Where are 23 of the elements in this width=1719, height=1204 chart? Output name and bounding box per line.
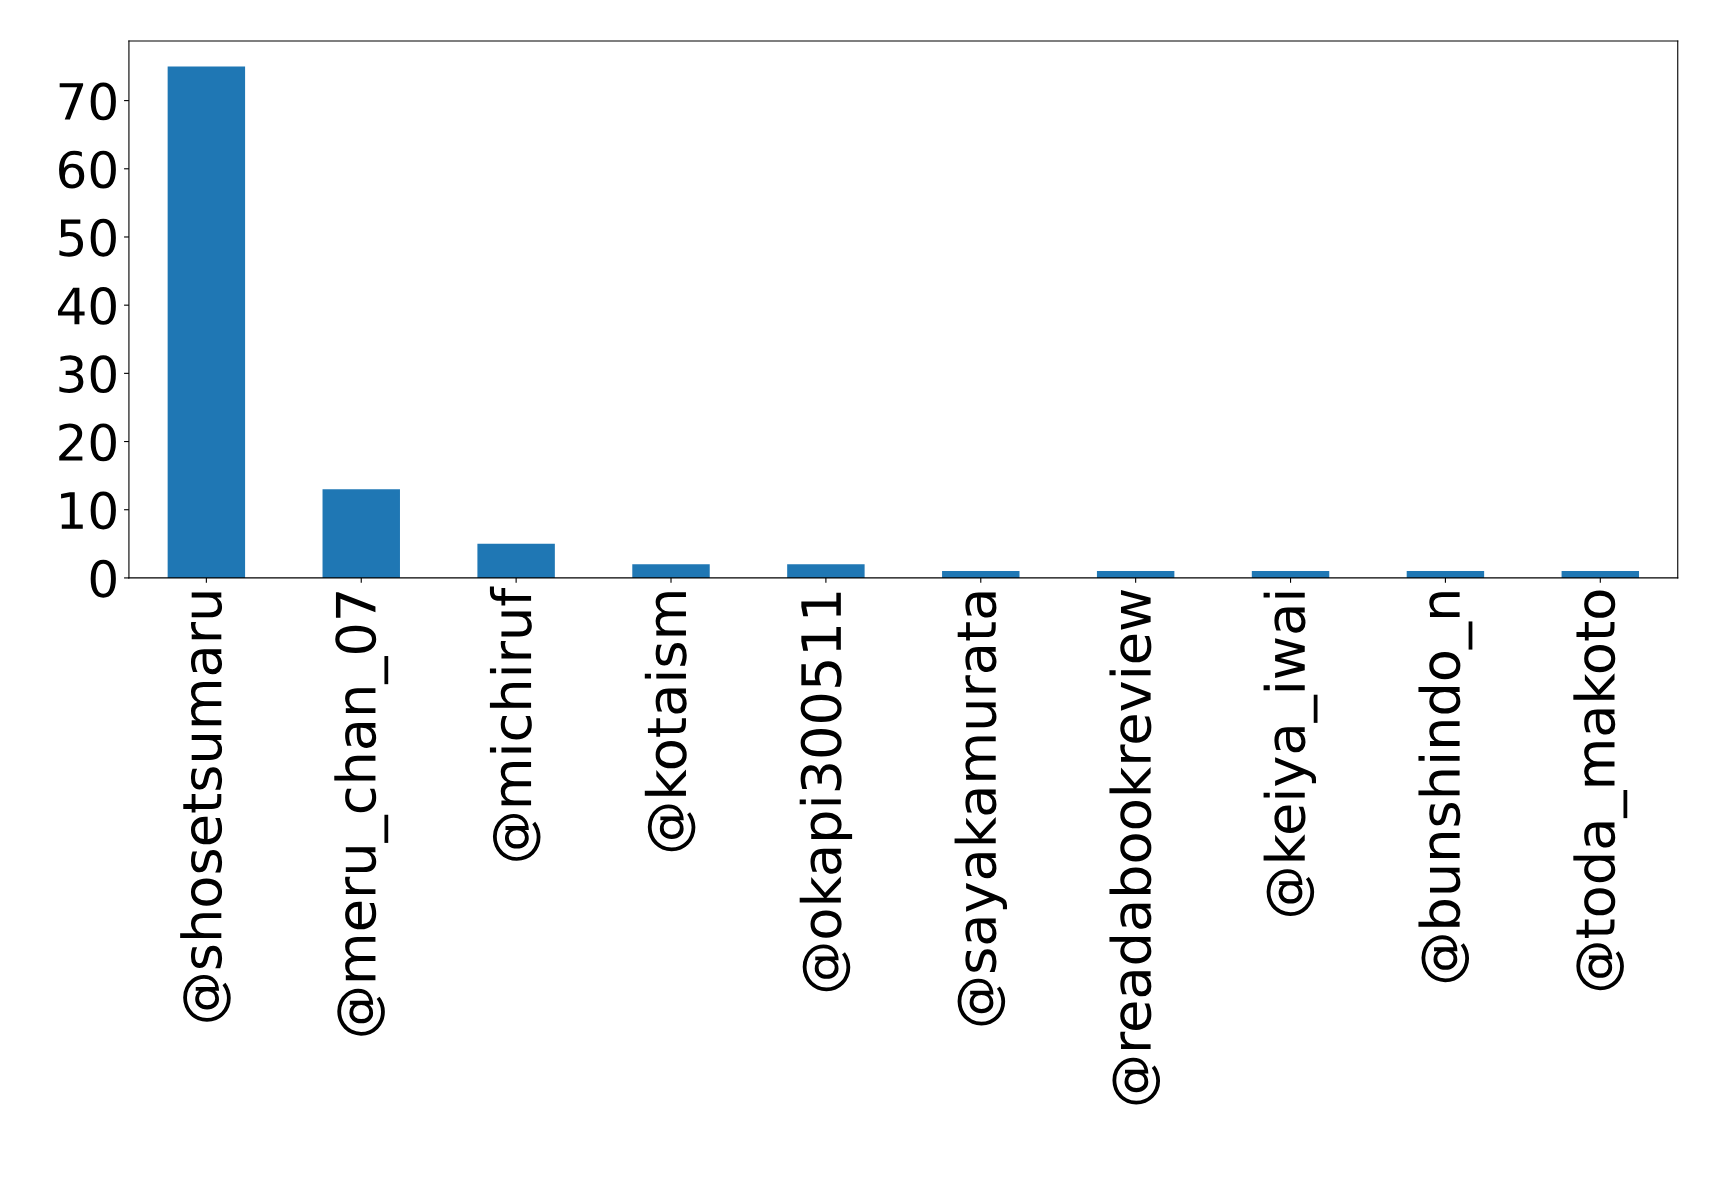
- y-tick-label: 0: [90, 559, 116, 598]
- x-tick-label: @meru_chan_07: [334, 592, 389, 1036]
- x-tick-label: @toda_makoto: [1573, 590, 1628, 991]
- y-tick-label: 60: [59, 150, 116, 189]
- y-tick-label: 20: [59, 423, 116, 462]
- x-tick-label: @sayakamurata: [954, 592, 1007, 1026]
- y-tick-label: 50: [59, 218, 116, 257]
- x-tick-label: @readabookreview: [1109, 589, 1161, 1105]
- x-tick-label: @keiya_iwai: [1263, 592, 1318, 916]
- x-tick-label: @shosetsumaru: [180, 592, 231, 1022]
- bar: [787, 564, 865, 578]
- bar: [477, 543, 555, 578]
- y-tick-label: 30: [59, 355, 116, 394]
- y-tick-label: 10: [61, 491, 116, 530]
- y-tick-label: 70: [59, 82, 116, 121]
- x-tick-label: @kotaism: [644, 592, 696, 852]
- x-tick-label: @okapi300511: [799, 592, 853, 992]
- bar: [322, 489, 400, 578]
- x-tick-label: @bunshindo_n: [1418, 592, 1473, 983]
- x-tick-label: @michiruf: [489, 586, 541, 861]
- y-tick-label: 40: [58, 287, 116, 325]
- bar: [632, 564, 710, 578]
- bar: [167, 66, 246, 578]
